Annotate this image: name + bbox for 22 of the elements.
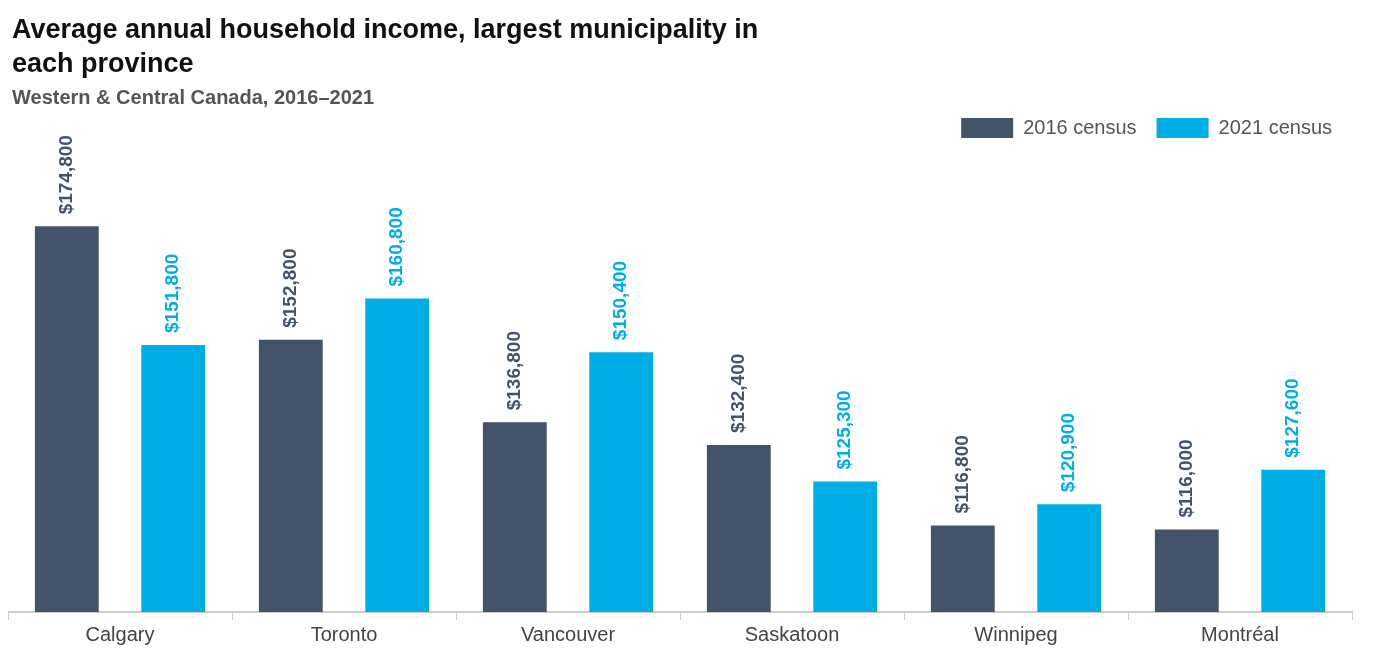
data-label: $127,600	[1281, 378, 1303, 458]
data-label: $136,800	[503, 331, 525, 411]
chart-subtitle: Western & Central Canada, 2016–2021	[12, 86, 376, 109]
x-tick-label: Montréal	[1201, 622, 1279, 645]
data-label: $132,400	[727, 353, 749, 433]
x-tick-label: Vancouver	[520, 622, 616, 645]
data-label: $151,800	[161, 253, 183, 333]
data-label: $174,800	[55, 135, 77, 215]
data-label: $116,800	[951, 435, 973, 514]
x-tick-label: Saskatoon	[744, 622, 840, 645]
x-tick-label: Toronto	[310, 622, 378, 645]
x-tick-label: Calgary	[85, 622, 155, 645]
data-label: $152,800	[279, 248, 301, 328]
x-tick-label: Winnipeg	[974, 622, 1058, 645]
data-label: $116,000	[1175, 439, 1197, 518]
data-label: $120,900	[1057, 413, 1079, 493]
data-label: $160,800	[385, 207, 407, 287]
legend-label: 2021 census	[1218, 115, 1332, 138]
data-label: $125,300	[833, 390, 855, 470]
data-label: $150,400	[609, 260, 631, 341]
chart-title: Average annual household income, largest municipality in each province	[12, 13, 760, 80]
legend-label: 2016 census	[1023, 115, 1137, 138]
